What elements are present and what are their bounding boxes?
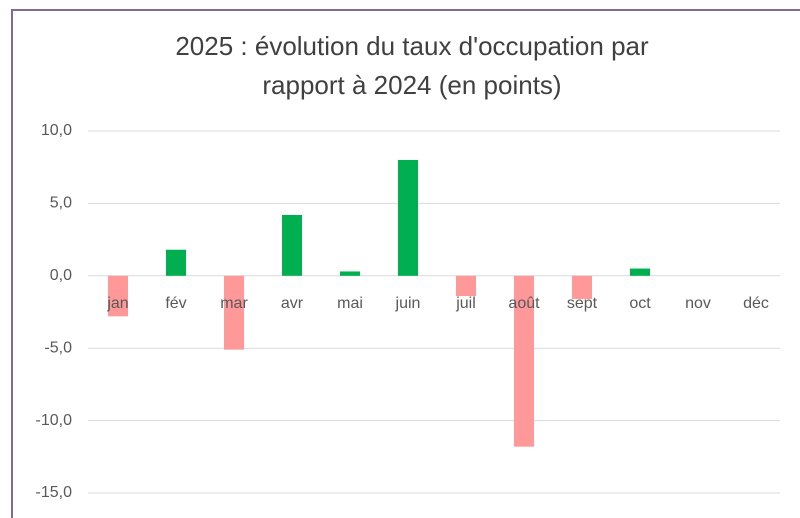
y-tick-label: 0,0 — [50, 267, 72, 284]
y-tick-label: 5,0 — [50, 195, 72, 212]
x-tick-label: juin — [395, 295, 421, 312]
bar — [398, 159, 418, 276]
bar — [166, 249, 186, 276]
y-tick-label: -10,0 — [36, 412, 73, 429]
x-tick-label: oct — [629, 295, 651, 312]
x-tick-label: nov — [685, 295, 711, 312]
bar — [572, 275, 592, 299]
x-tick-label: août — [508, 295, 540, 312]
x-tick-label: mai — [337, 295, 363, 312]
bar — [514, 275, 534, 447]
bar — [224, 275, 244, 350]
bar — [630, 268, 650, 276]
y-tick-label: 10,0 — [41, 122, 72, 139]
x-tick-label: juil — [455, 295, 476, 312]
bar — [282, 214, 302, 276]
x-tick-label: avr — [281, 295, 304, 312]
bar — [108, 275, 128, 317]
x-tick-label: déc — [743, 295, 769, 312]
chart-title: 2025 : évolution du taux d'occupation pa… — [175, 31, 649, 61]
bar — [340, 271, 360, 276]
x-tick-label: sept — [567, 295, 598, 312]
chart-title: rapport à 2024 (en points) — [262, 70, 561, 100]
y-tick-label: -5,0 — [44, 339, 72, 356]
x-tick-label: jan — [106, 295, 128, 312]
x-tick-label: mar — [220, 295, 248, 312]
x-tick-label: fév — [165, 295, 186, 312]
y-tick-label: -15,0 — [36, 484, 73, 501]
bar — [456, 275, 476, 297]
